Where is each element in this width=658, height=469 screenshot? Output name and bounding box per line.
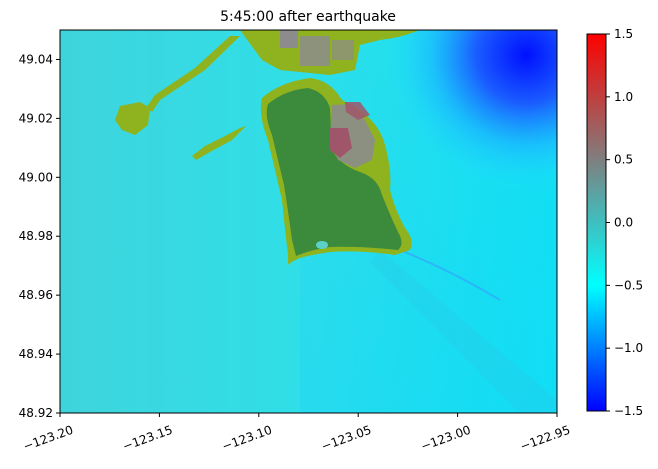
- peninsula-inland: [266, 88, 402, 256]
- urban-patch: [300, 36, 330, 66]
- colorbar-tick-label: 0.0: [614, 216, 633, 230]
- colorbar: [586, 33, 607, 412]
- lagoon: [316, 241, 328, 249]
- colorbar-tick-label: −1.5: [614, 404, 643, 418]
- raised-zone: [345, 102, 370, 120]
- jetty-end: [115, 102, 150, 135]
- causeway: [192, 126, 246, 160]
- y-tick-label: 48.98: [19, 229, 53, 243]
- x-tick-label: −123.05: [320, 423, 374, 454]
- y-tick-label: 48.92: [19, 406, 53, 420]
- y-tick-label: 49.00: [19, 170, 53, 184]
- jetty: [146, 36, 240, 112]
- colorbar-tick-label: 1.0: [614, 90, 633, 104]
- urban-patch: [280, 30, 298, 48]
- colorbar-tick-label: 0.5: [614, 153, 633, 167]
- colorbar-tick-label: 1.5: [614, 27, 633, 41]
- y-tick-label: 49.04: [19, 52, 53, 66]
- colorbar-axis: −1.5 −1.0 −0.5 0.0 0.5 1.0 1.5: [606, 27, 643, 418]
- plot-area: [60, 30, 557, 413]
- urban-patch: [332, 40, 354, 60]
- colorbar-tick-label: −0.5: [614, 278, 643, 292]
- y-tick-label: 48.96: [19, 288, 53, 302]
- x-axis: −123.20 −123.15 −123.10 −123.05 −123.00 −122.…: [21, 413, 572, 454]
- x-tick-label: −123.20: [21, 423, 75, 454]
- chart-title: 5:45:00 after earthquake: [220, 9, 396, 25]
- y-axis: 48.92 48.94 48.96 48.98 49.00 49.02 49.04: [19, 52, 60, 420]
- axes-frame: [59, 29, 558, 414]
- y-tick-label: 49.02: [19, 111, 53, 125]
- x-tick-label: −123.10: [220, 423, 274, 454]
- x-tick-label: −122.95: [518, 423, 572, 454]
- wave-front: [370, 250, 557, 413]
- raised-zone: [330, 128, 352, 158]
- colorbar-tick-label: −1.0: [614, 341, 643, 355]
- x-tick-label: −123.15: [121, 423, 175, 454]
- y-tick-label: 48.94: [19, 347, 53, 361]
- x-tick-label: −123.00: [419, 423, 473, 454]
- wave-ripple: [399, 249, 501, 301]
